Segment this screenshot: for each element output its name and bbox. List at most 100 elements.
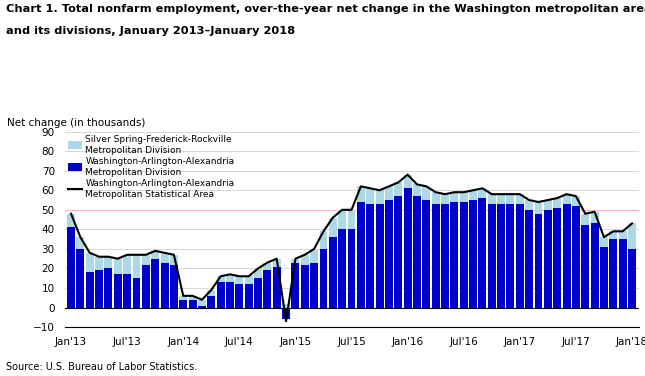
Bar [441, 204, 449, 308]
Bar [516, 204, 524, 308]
Bar [385, 200, 393, 308]
Bar [394, 196, 402, 308]
Bar [292, 262, 299, 308]
Bar [535, 202, 542, 308]
Bar [170, 255, 178, 308]
Bar [506, 204, 515, 308]
Bar [506, 194, 515, 308]
Bar [67, 214, 75, 308]
Bar [86, 253, 94, 308]
Bar [619, 239, 627, 308]
Bar [114, 259, 122, 308]
Bar [450, 202, 459, 308]
Bar [432, 204, 440, 308]
Bar [422, 186, 430, 308]
Bar [301, 265, 309, 308]
Bar [600, 237, 608, 308]
Bar [76, 249, 84, 308]
Bar [244, 276, 253, 308]
Bar [441, 194, 449, 308]
Bar [151, 259, 159, 308]
Bar [553, 208, 561, 308]
Bar [432, 192, 440, 308]
Bar [292, 259, 299, 308]
Bar [394, 182, 402, 308]
Bar [161, 262, 168, 308]
Bar [610, 231, 617, 308]
Bar [553, 198, 561, 308]
Bar [273, 259, 281, 308]
Bar [198, 300, 206, 308]
Bar [226, 274, 234, 308]
Bar [132, 255, 141, 308]
Bar [151, 251, 159, 308]
Bar [104, 268, 112, 308]
Bar [76, 237, 84, 308]
Bar [244, 284, 253, 308]
Bar [319, 249, 328, 308]
Bar [348, 229, 355, 308]
Bar [338, 229, 346, 308]
Bar [179, 300, 187, 308]
Bar [516, 194, 524, 308]
Bar [610, 239, 617, 308]
Text: and its divisions, January 2013–January 2018: and its divisions, January 2013–January … [6, 26, 295, 36]
Bar [188, 300, 197, 308]
Bar [600, 247, 608, 308]
Bar [497, 204, 505, 308]
Bar [562, 194, 571, 308]
Bar [375, 190, 384, 308]
Bar [469, 190, 477, 308]
Bar [263, 270, 272, 308]
Bar [282, 304, 290, 308]
Bar [385, 186, 393, 308]
Bar [488, 194, 496, 308]
Bar [469, 200, 477, 308]
Bar [525, 210, 533, 308]
Bar [544, 210, 552, 308]
Bar [497, 194, 505, 308]
Bar [450, 192, 459, 308]
Bar [86, 272, 94, 308]
Text: Chart 1. Total nonfarm employment, over-the-year net change in the Washington me: Chart 1. Total nonfarm employment, over-… [6, 4, 645, 14]
Bar [179, 296, 187, 308]
Bar [207, 290, 215, 308]
Bar [562, 204, 571, 308]
Bar [95, 270, 103, 308]
Bar [235, 276, 243, 308]
Bar [366, 188, 374, 308]
Bar [188, 296, 197, 308]
Bar [254, 278, 262, 308]
Bar [123, 255, 131, 308]
Text: Net change (in thousands): Net change (in thousands) [7, 118, 146, 128]
Bar [338, 210, 346, 308]
Bar [572, 206, 580, 308]
Bar [198, 306, 206, 308]
Bar [544, 200, 552, 308]
Bar [95, 257, 103, 308]
Bar [310, 249, 318, 308]
Bar [329, 218, 337, 308]
Bar [460, 202, 468, 308]
Bar [535, 214, 542, 308]
Bar [628, 249, 636, 308]
Bar [591, 223, 599, 308]
Bar [329, 237, 337, 308]
Bar [460, 192, 468, 308]
Bar [310, 262, 318, 308]
Bar [142, 265, 150, 308]
Bar [581, 226, 590, 308]
Bar [235, 284, 243, 308]
Bar [217, 282, 224, 308]
Bar [254, 268, 262, 308]
Bar [207, 296, 215, 308]
Bar [67, 227, 75, 308]
Bar [422, 200, 430, 308]
Bar [479, 198, 486, 308]
Bar [581, 214, 590, 308]
Bar [114, 274, 122, 308]
Bar [479, 188, 486, 308]
Bar [226, 282, 234, 308]
Bar [404, 174, 412, 308]
Bar [404, 188, 412, 308]
